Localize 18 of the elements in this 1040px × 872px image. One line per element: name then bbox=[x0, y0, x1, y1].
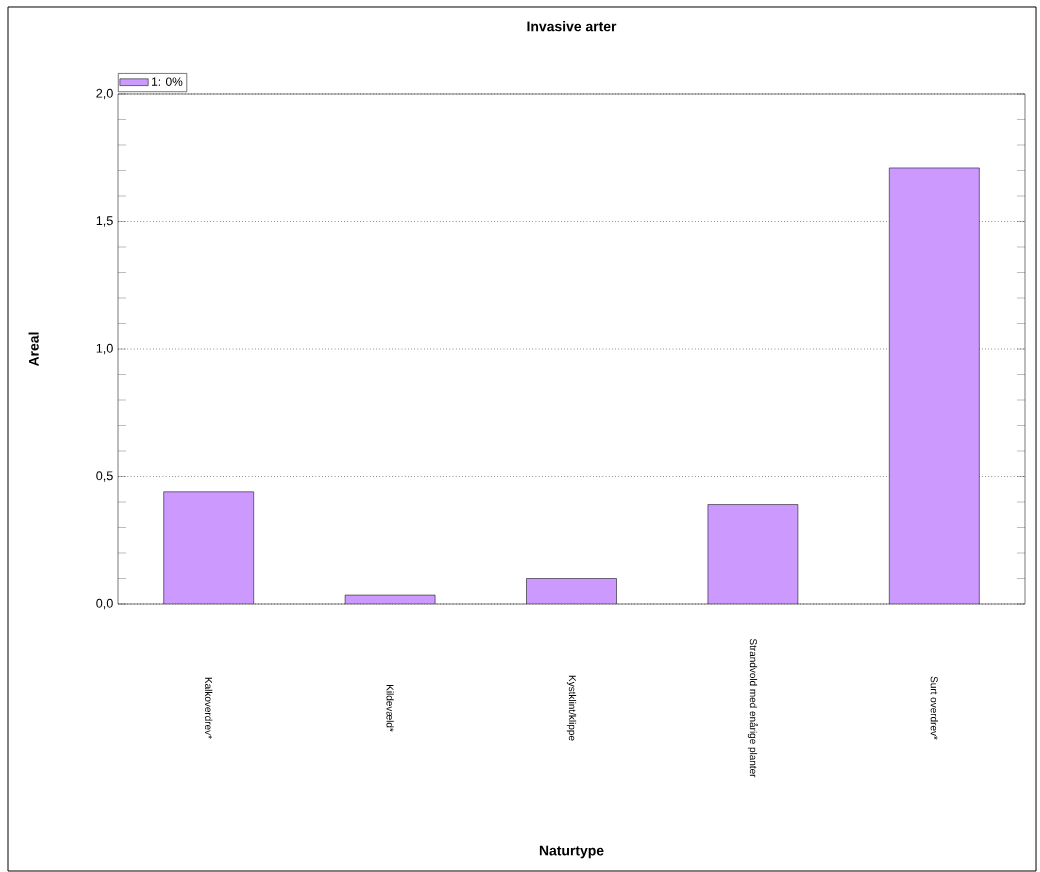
y-tick-label: 0,5 bbox=[96, 471, 113, 482]
chart-title: Invasive arter bbox=[527, 21, 617, 32]
x-tick-label: Kalkoverdrev* bbox=[205, 677, 213, 739]
bar bbox=[707, 504, 799, 604]
y-tick-label: 1,5 bbox=[96, 216, 113, 227]
x-tick-label: Strandvold med enårige planter bbox=[747, 638, 758, 778]
bar bbox=[889, 167, 980, 604]
bar bbox=[526, 578, 617, 604]
x-tick-label: Kystklint/klippe bbox=[566, 675, 577, 741]
y-tick-label: 2,0 bbox=[96, 88, 113, 100]
x-tick-label: Surt overdrev* bbox=[930, 676, 938, 740]
y-tick-label: 0,0 bbox=[96, 598, 113, 610]
y-axis-title: Areal bbox=[28, 332, 39, 367]
legend-label: 1: 0% bbox=[152, 77, 183, 86]
y-tick-label: 1,0 bbox=[96, 343, 113, 355]
x-tick-label: Kildevæld* bbox=[386, 685, 394, 732]
bar bbox=[163, 491, 254, 604]
x-axis-title: Naturtype bbox=[539, 845, 604, 859]
